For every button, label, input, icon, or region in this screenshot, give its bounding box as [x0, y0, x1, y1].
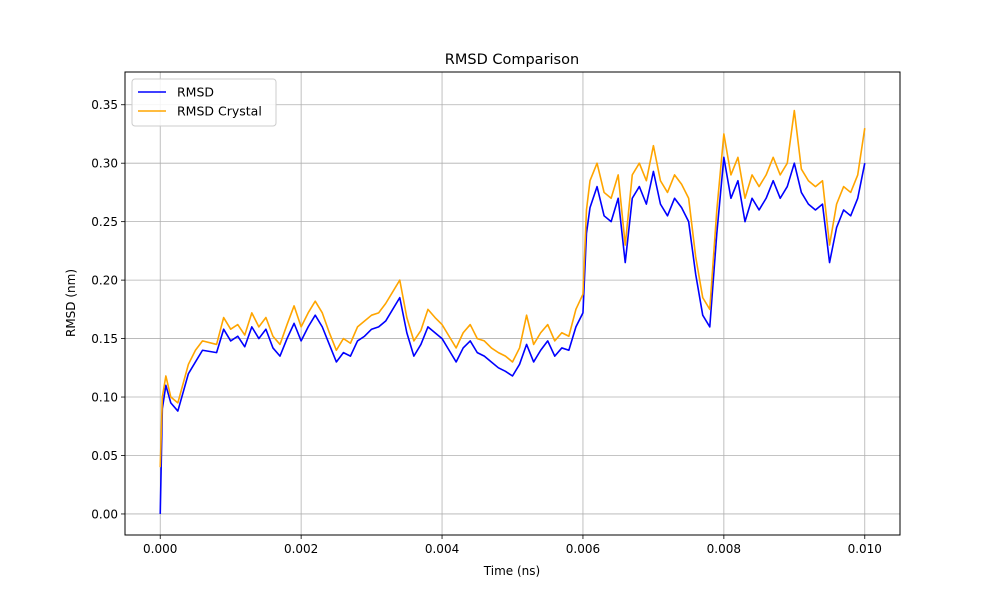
y-tick-label: 0.10 [91, 391, 118, 405]
legend-label-rmsd-crystal: RMSD Crystal [177, 104, 262, 119]
y-tick-label: 0.00 [91, 507, 118, 521]
y-tick-label: 0.30 [91, 157, 118, 171]
y-axis-title: RMSD (nm) [64, 269, 78, 337]
y-tick-label: 0.35 [91, 98, 118, 112]
series-line-rmsd-crystal [159, 109, 866, 468]
x-tick-label: 0.002 [284, 542, 318, 556]
axis-ticks: 0.000 0.002 0.004 0.006 0.008 0.010 0.00 0.05 0.… [91, 98, 882, 556]
y-tick-label: 0.20 [91, 274, 118, 288]
x-tick-label: 0.006 [566, 542, 600, 556]
x-tick-label: 0.010 [848, 542, 882, 556]
chart-title: RMSD Comparison [445, 52, 579, 68]
legend: RMSD RMSD Crystal [131, 78, 277, 127]
x-axis-title: Time (ns) [483, 564, 540, 578]
y-tick-label: 0.25 [91, 215, 118, 229]
x-tick-label: 0.008 [707, 542, 741, 556]
legend-box [131, 78, 277, 127]
legend-label-rmsd: RMSD [177, 85, 214, 100]
x-tick-label: 0.000 [143, 542, 177, 556]
series-lines [159, 109, 866, 514]
plot-frame [124, 71, 901, 536]
y-tick-label: 0.05 [91, 449, 118, 463]
x-tick-label: 0.004 [425, 542, 459, 556]
series-line-rmsd [159, 156, 866, 514]
grid [125, 72, 900, 535]
y-tick-label: 0.15 [91, 332, 118, 346]
